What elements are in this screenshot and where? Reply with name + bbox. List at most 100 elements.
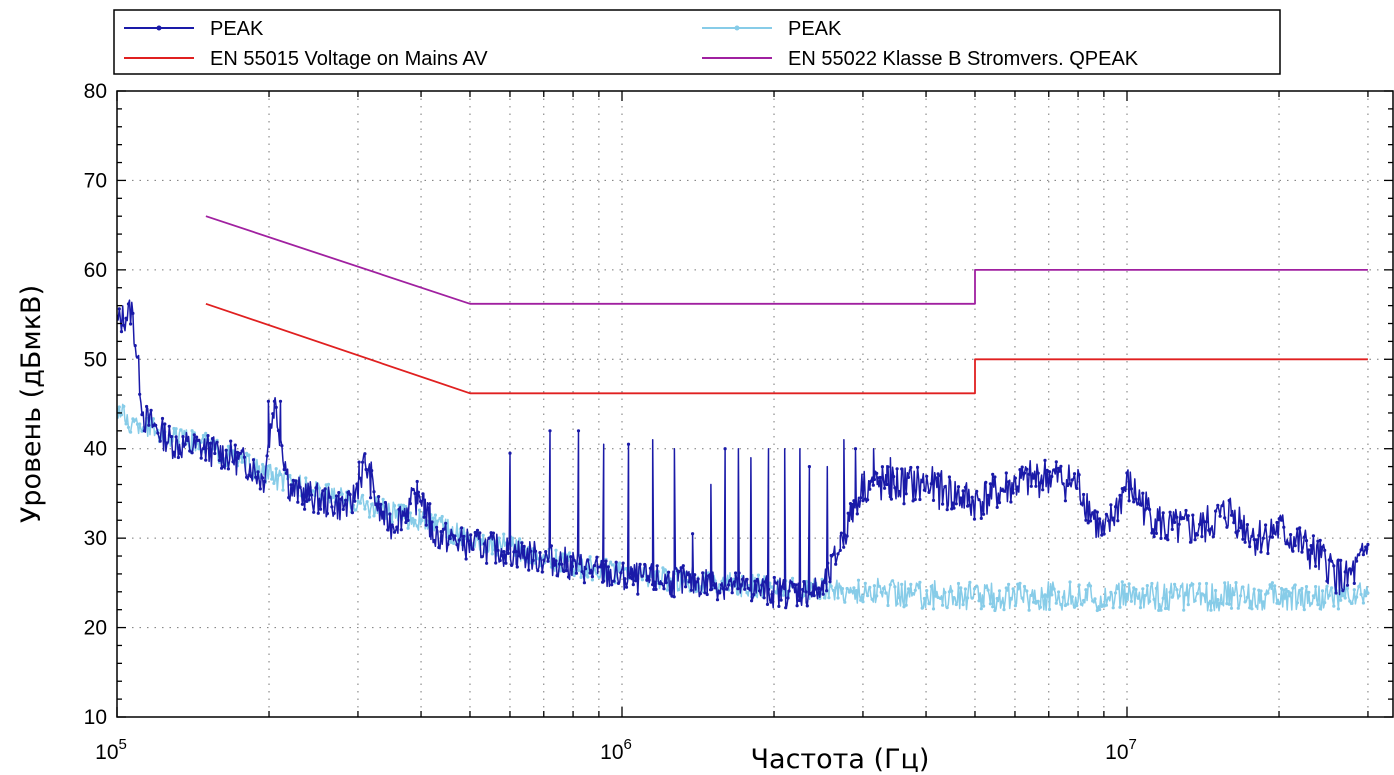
series-point: [872, 477, 877, 482]
series-point: [943, 590, 947, 595]
series-point: [1068, 482, 1072, 486]
series-point: [1261, 600, 1265, 604]
series-point: [1077, 583, 1081, 587]
series-point: [721, 587, 725, 591]
series-point: [580, 570, 584, 574]
series-point: [886, 465, 890, 469]
series-point: [1314, 585, 1318, 589]
series-point: [300, 502, 304, 506]
series-point: [604, 559, 608, 563]
series-point: [1241, 585, 1245, 589]
series-point: [533, 549, 538, 553]
series-line: [117, 299, 1369, 609]
series-point: [1186, 603, 1190, 607]
series-point: [323, 487, 327, 491]
series-point: [548, 429, 552, 433]
series-point: [959, 586, 963, 590]
series-point: [1298, 588, 1302, 593]
series-point: [918, 497, 922, 502]
series-point: [1309, 544, 1313, 548]
series-point: [725, 587, 729, 591]
series-point: [879, 590, 883, 594]
series-point: [1002, 608, 1006, 612]
series-point: [1050, 593, 1054, 597]
series-point: [1025, 589, 1029, 593]
series-point: [846, 511, 850, 515]
series-point: [986, 493, 990, 497]
series-point: [820, 577, 824, 582]
series-point: [1227, 602, 1231, 606]
series-point: [377, 495, 381, 499]
series-point: [436, 519, 440, 523]
series-point: [693, 573, 697, 577]
series-point: [174, 427, 178, 431]
series-point: [975, 584, 979, 588]
series-point: [1184, 508, 1188, 513]
series-point: [786, 596, 790, 600]
series-point: [838, 548, 842, 553]
series-point: [1357, 585, 1361, 589]
series-point: [1034, 484, 1038, 488]
series-point: [224, 448, 228, 452]
series-point: [802, 580, 806, 584]
series-point: [664, 581, 668, 585]
series-point: [481, 533, 485, 538]
series-point: [972, 587, 977, 591]
series-point: [226, 467, 230, 471]
series-point: [1286, 589, 1290, 594]
series-point: [728, 579, 732, 583]
series-point: [386, 528, 390, 532]
series-point: [1195, 533, 1199, 537]
series-point: [1175, 588, 1179, 592]
series-point: [256, 470, 260, 474]
series-point: [1129, 487, 1133, 491]
series-point: [1270, 581, 1274, 585]
series-point: [1250, 607, 1254, 611]
series-layer: [117, 215, 1370, 613]
series-point: [897, 596, 902, 600]
series-point: [210, 437, 215, 441]
series-point: [686, 573, 690, 577]
series-point: [1191, 513, 1195, 517]
x-axis-label: Частота (Гц): [751, 744, 930, 775]
series-point: [408, 511, 412, 515]
series-point: [167, 424, 171, 428]
series-3: [205, 215, 1368, 305]
series-point: [1304, 585, 1309, 589]
series-point: [138, 422, 142, 426]
series-0: [117, 299, 1370, 610]
series-point: [1043, 458, 1047, 462]
series-point: [185, 438, 190, 443]
series-point: [1357, 553, 1361, 557]
series-point: [390, 523, 394, 527]
series-point: [491, 531, 495, 535]
series-point: [497, 536, 501, 540]
series-point: [1234, 581, 1238, 585]
series-point: [982, 604, 986, 608]
series-point: [482, 542, 486, 546]
series-point: [1013, 604, 1018, 608]
series-point: [415, 479, 419, 484]
y-tick-label: 70: [84, 169, 107, 192]
series-point: [1009, 500, 1013, 504]
series-point: [712, 583, 716, 587]
series-point: [1054, 460, 1058, 464]
series-point: [787, 589, 791, 593]
series-point: [1359, 592, 1363, 597]
series-point: [1177, 522, 1181, 526]
series-point: [1027, 472, 1031, 476]
series-point: [181, 435, 185, 439]
series-point: [1314, 564, 1318, 568]
series-point: [406, 526, 410, 530]
series-point: [868, 487, 872, 491]
series-point: [340, 492, 344, 496]
series-point: [172, 450, 176, 454]
series-point: [1320, 545, 1325, 549]
series-point: [834, 586, 838, 590]
series-point: [1036, 471, 1040, 475]
series-point: [1250, 534, 1254, 538]
series-point: [986, 588, 990, 592]
series-point: [740, 577, 745, 582]
series-point: [188, 449, 192, 453]
legend-label: EN 55022 Klasse B Stromvers. QPEAK: [788, 48, 1139, 70]
